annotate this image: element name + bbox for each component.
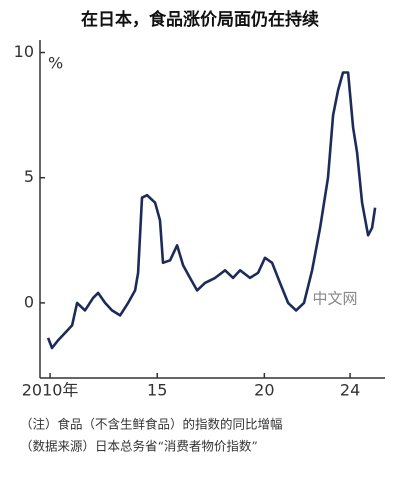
note: （数据来源）日本总务省“消费者物价指数” [20, 439, 258, 454]
x-tick-label: 15 [147, 381, 167, 400]
x-tick-label: 20 [254, 381, 274, 400]
x-tick-label: 24 [340, 381, 360, 400]
y-tick-label: 0 [24, 292, 34, 311]
y-tick-label: 5 [24, 167, 34, 186]
watermark: 中文网 [312, 290, 357, 308]
y-tick-label: 10 [14, 42, 34, 61]
x-tick-label: 2010年 [22, 381, 79, 400]
data-line [46, 71, 377, 350]
y-unit: % [48, 54, 63, 73]
watermark-bg [278, 288, 366, 310]
note: （注）食品（不含生鲜食品）的指数的同比增幅 [20, 417, 283, 432]
chart-title: 在日本，食品涨价局面仍在持续 [81, 9, 319, 30]
